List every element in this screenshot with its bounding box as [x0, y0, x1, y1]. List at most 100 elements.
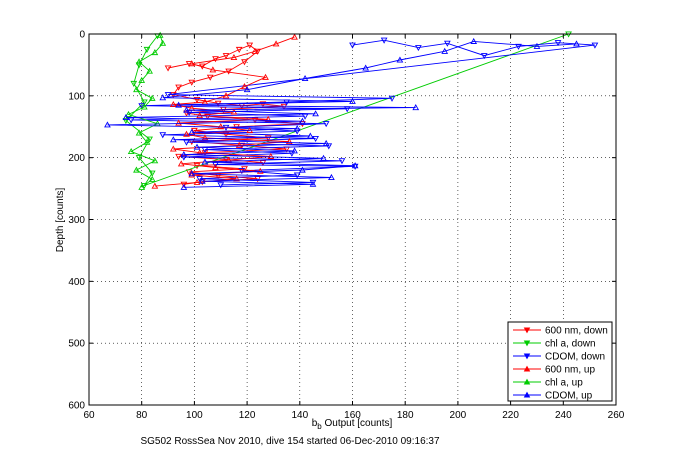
data-point — [175, 84, 182, 91]
data-point — [470, 37, 478, 44]
data-point — [241, 166, 248, 173]
data-point — [206, 74, 214, 81]
data-point — [222, 92, 230, 99]
data-point — [140, 103, 148, 110]
data-point — [351, 163, 359, 170]
series-layer — [104, 31, 599, 190]
data-point — [135, 155, 143, 162]
data-point — [338, 158, 346, 165]
x-axis-title: bb Output [counts] — [312, 418, 393, 431]
data-point — [151, 157, 159, 164]
data-point — [156, 31, 164, 38]
legend-swatch-marker — [523, 391, 531, 398]
legend-entry: 600 nm, down — [513, 326, 608, 337]
data-point — [175, 101, 182, 108]
series-line — [131, 39, 595, 186]
x-axis-title-subscript: b — [317, 422, 322, 431]
data-point — [183, 130, 190, 137]
legend: 600 nm, down chl a, down CDOM, down 600 nm,… — [507, 321, 613, 402]
y-tick-label: 300 — [68, 215, 85, 226]
data-point — [217, 182, 225, 189]
data-point — [175, 153, 182, 160]
data-point — [138, 183, 146, 190]
x-tick-label: 220 — [502, 410, 519, 421]
data-point — [188, 170, 196, 177]
data-point — [267, 152, 275, 159]
legend-swatch-marker — [523, 378, 531, 385]
data-point — [188, 60, 196, 67]
data-point — [135, 129, 143, 136]
data-point — [291, 147, 298, 154]
data-point — [148, 94, 156, 101]
x-tick-label: 120 — [239, 410, 256, 421]
data-point — [196, 112, 204, 119]
data-point — [188, 79, 196, 86]
data-point — [309, 179, 317, 186]
data-point — [201, 134, 209, 141]
data-point — [306, 132, 314, 139]
data-point — [188, 171, 196, 178]
data-point — [441, 47, 449, 54]
data-point — [193, 97, 201, 104]
data-point — [122, 113, 130, 121]
data-point — [122, 118, 130, 125]
data-point — [312, 110, 319, 117]
data-point — [299, 166, 306, 173]
data-point — [320, 154, 327, 161]
data-point — [238, 168, 246, 175]
data-point — [212, 164, 219, 171]
legend-label: CDOM, up — [545, 391, 593, 402]
data-point — [225, 68, 233, 75]
x-tick-label: 260 — [608, 410, 625, 421]
data-point — [291, 33, 298, 40]
legend-swatch-marker — [523, 340, 531, 347]
data-point — [130, 80, 138, 87]
data-point — [264, 135, 272, 142]
data-point — [104, 121, 111, 128]
data-point — [396, 56, 404, 63]
data-point — [191, 127, 198, 134]
y-tick-label: 0 — [79, 30, 85, 41]
data-point — [201, 158, 209, 165]
data-point — [159, 94, 167, 101]
legend-label: 600 nm, up — [545, 365, 595, 376]
x-tick-label: 60 — [83, 410, 95, 421]
y-tick-label: 100 — [68, 91, 85, 102]
x-tick-label: 140 — [291, 410, 308, 421]
data-point — [196, 176, 204, 183]
data-point — [159, 39, 167, 46]
data-point — [180, 154, 188, 161]
y-tick-label: 200 — [68, 153, 85, 164]
data-point — [554, 40, 562, 47]
data-point — [351, 162, 359, 169]
data-point — [140, 99, 148, 106]
data-point — [299, 117, 306, 124]
data-point — [362, 64, 370, 71]
x-tick-label: 100 — [186, 410, 203, 421]
data-point — [143, 138, 151, 145]
data-point — [243, 86, 251, 93]
legend-entry: chl a, down — [513, 339, 596, 350]
data-point — [133, 166, 140, 173]
series-line — [127, 35, 164, 188]
data-point — [180, 151, 188, 158]
y-tick-label: 600 — [68, 401, 85, 412]
data-point — [328, 173, 335, 180]
legend-box — [507, 321, 613, 402]
data-point — [148, 170, 156, 177]
data-point — [415, 45, 422, 52]
data-point — [480, 53, 488, 60]
data-point — [412, 104, 420, 111]
data-point — [148, 175, 156, 182]
data-point — [180, 183, 188, 190]
y-tick-label: 500 — [68, 339, 85, 350]
data-point — [591, 42, 599, 49]
ticks: 60 80 100 120 140 160 180 200 220 240 260 0 100 200 30… — [68, 30, 624, 422]
y-tick-label: 400 — [68, 277, 85, 288]
data-point — [159, 132, 167, 139]
x-tick-label: 200 — [450, 410, 467, 421]
data-point — [515, 43, 522, 50]
data-point — [259, 101, 267, 108]
data-point — [133, 86, 140, 93]
data-point — [169, 145, 177, 152]
